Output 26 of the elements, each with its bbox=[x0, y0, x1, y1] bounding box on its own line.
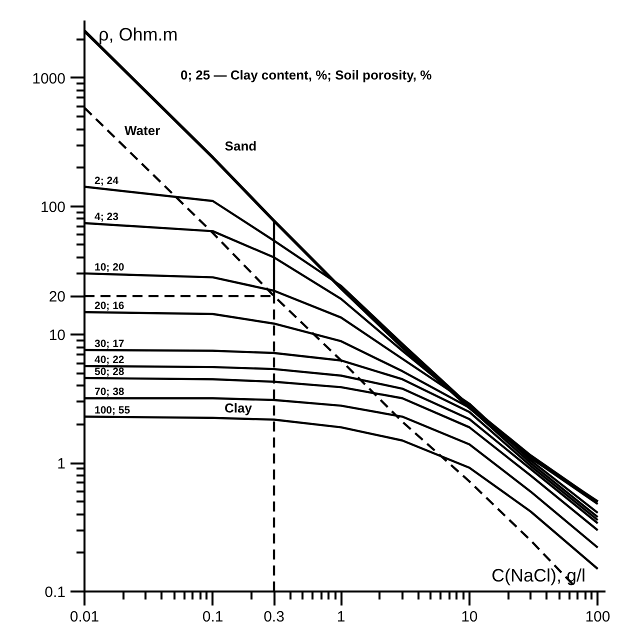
legend-label: 4; 23 bbox=[94, 211, 119, 224]
y-tick-label: 1000 bbox=[32, 70, 66, 88]
legend-label: 50; 28 bbox=[94, 366, 124, 378]
x-tick-label: 0.3 bbox=[264, 608, 284, 626]
x-tick-label: 100 bbox=[585, 608, 610, 626]
y-tick-label: 100 bbox=[40, 198, 66, 216]
y-axis-title: ρ, Ohm.m bbox=[98, 24, 178, 44]
series-label: Water bbox=[124, 122, 160, 138]
y-tick-label: 10 bbox=[48, 327, 66, 344]
series-label: 100; 55 bbox=[94, 404, 130, 417]
legend-label: 30; 17 bbox=[94, 338, 124, 350]
series-label: Sand bbox=[224, 138, 257, 154]
y-tick-label: 0.1 bbox=[44, 584, 66, 601]
legend-label: 40; 22 bbox=[94, 354, 124, 366]
annotation: 0; 25 — Clay content, %; Soil porosity, % bbox=[180, 68, 432, 82]
legend-label: 10; 20 bbox=[94, 261, 124, 274]
legend-label: 70; 38 bbox=[94, 386, 124, 398]
annotation: Clay bbox=[224, 400, 253, 416]
x-tick-label: 1 bbox=[336, 608, 346, 626]
y-tick-label: 1 bbox=[57, 456, 66, 473]
y-tick-label: 20 bbox=[48, 288, 66, 306]
x-tick-label: 0.1 bbox=[202, 608, 224, 626]
series-label: 20; 16 bbox=[94, 300, 124, 312]
x-tick-label: 10 bbox=[461, 608, 478, 626]
x-tick-label: 0.01 bbox=[70, 608, 100, 626]
series-label: 2; 24 bbox=[94, 174, 119, 187]
